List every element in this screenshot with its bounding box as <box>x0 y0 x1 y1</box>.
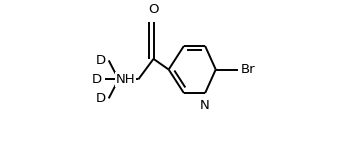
Text: Br: Br <box>241 63 256 76</box>
Text: O: O <box>148 3 159 16</box>
Text: D: D <box>92 73 102 86</box>
Text: N: N <box>200 99 210 112</box>
Text: D: D <box>96 54 106 67</box>
Text: D: D <box>96 92 106 105</box>
Text: NH: NH <box>116 73 136 86</box>
